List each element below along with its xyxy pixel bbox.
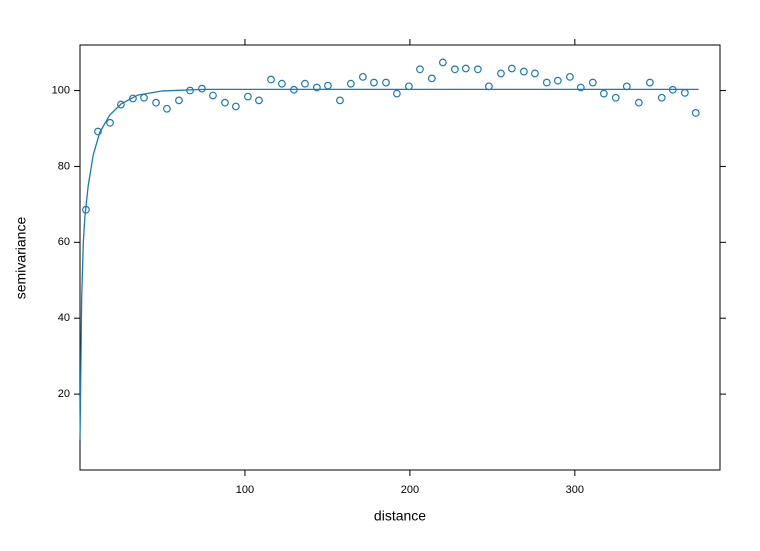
point <box>244 92 252 101</box>
point <box>576 83 585 92</box>
point <box>221 98 229 107</box>
y-tick-label: 60 <box>58 236 70 248</box>
point <box>106 118 114 127</box>
point <box>358 72 367 81</box>
point <box>209 91 217 100</box>
point <box>485 82 493 91</box>
point <box>370 78 378 87</box>
y-tick-label: 80 <box>58 160 70 172</box>
point <box>622 82 631 91</box>
point <box>542 78 551 87</box>
point <box>175 96 183 105</box>
point <box>451 65 459 74</box>
point <box>129 94 137 103</box>
plot-frame <box>79 44 721 471</box>
point <box>94 127 102 136</box>
point <box>140 93 148 102</box>
point <box>645 78 654 87</box>
point <box>519 67 528 76</box>
point <box>599 89 608 98</box>
point <box>438 58 447 67</box>
point <box>680 88 689 97</box>
point <box>336 96 344 105</box>
point <box>312 83 321 92</box>
point <box>611 93 620 102</box>
point <box>324 81 332 90</box>
x-tick-label: 100 <box>236 484 254 496</box>
point <box>691 109 700 117</box>
point <box>657 93 666 102</box>
point <box>507 64 516 73</box>
point <box>405 82 413 91</box>
point <box>634 98 643 107</box>
point <box>588 78 597 87</box>
fit-line <box>79 88 699 440</box>
point <box>163 104 171 113</box>
point <box>392 89 401 98</box>
point <box>382 78 390 87</box>
point <box>416 65 424 74</box>
point <box>186 86 194 95</box>
point <box>152 98 160 107</box>
y-tick-label: 40 <box>58 312 70 324</box>
point <box>267 75 275 84</box>
point <box>497 69 505 78</box>
point <box>473 65 482 74</box>
point <box>565 72 574 81</box>
point <box>197 84 206 93</box>
point <box>290 85 298 94</box>
x-tick-label: 200 <box>401 484 419 496</box>
point <box>277 79 286 88</box>
point <box>117 100 125 109</box>
point <box>82 205 90 214</box>
point <box>231 102 240 111</box>
x-tick-label: 300 <box>566 484 584 496</box>
y-tick-label: 100 <box>52 84 70 96</box>
point <box>668 85 677 94</box>
y-axis-title: semivariance <box>13 217 29 300</box>
point <box>301 79 309 88</box>
x-axis-title: distance <box>374 508 426 524</box>
point <box>531 69 539 78</box>
point <box>346 79 355 88</box>
point <box>461 64 470 73</box>
y-tick-label: 20 <box>58 388 70 400</box>
point <box>427 74 436 83</box>
point <box>553 76 562 85</box>
point <box>255 96 263 105</box>
